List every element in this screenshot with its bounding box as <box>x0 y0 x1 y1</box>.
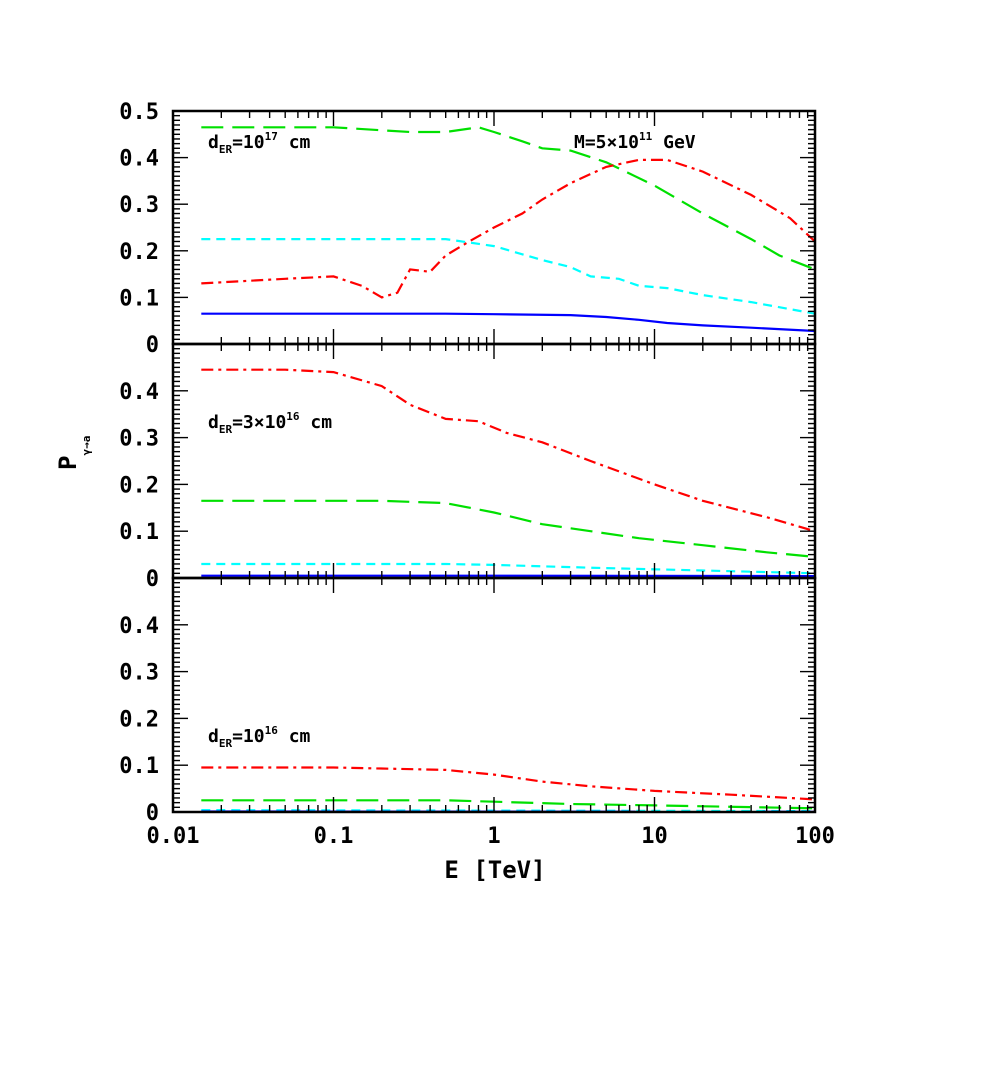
x-tick-label: 0.01 <box>147 824 200 849</box>
panel-1-y-tick-label: 0.4 <box>119 147 159 172</box>
panel-3-y-tick-label: 0.4 <box>119 614 159 639</box>
panel-1-y-tick-label: 0.1 <box>119 286 159 311</box>
mass-annotation: M=5×1011 GeV <box>574 130 696 153</box>
panel-1-annotation: dER=1017 cm <box>208 130 311 156</box>
panel-2-annotation: dER=3×1016 cm <box>208 410 332 436</box>
panel-2-y-tick-label: 0.3 <box>119 427 159 452</box>
panel-3-y-tick-label: 0.1 <box>119 754 159 779</box>
panel-2-series-3-line <box>201 562 816 575</box>
panel-1-series-4-line <box>201 312 816 333</box>
panel-3-series-1-line <box>201 766 816 801</box>
panel-3-series-2-line <box>201 799 816 810</box>
panel-1-y-tick-label: 0 <box>146 333 159 358</box>
panel-1-series-1-line <box>201 126 816 271</box>
x-tick-label: 100 <box>795 824 835 849</box>
panel-1-series-2-line <box>201 158 816 299</box>
panel-1-y-tick-label: 0.2 <box>119 240 159 265</box>
panel-2-y-tick-label: 0 <box>146 567 159 592</box>
panel-2-y-tick-label: 0.2 <box>119 473 159 498</box>
plot-layer <box>201 126 816 813</box>
panel-3-frame <box>171 576 817 814</box>
panel-1-series-3-line <box>201 238 816 315</box>
svg-text:Pγ→a: Pγ→a <box>54 436 93 470</box>
panel-2-y-tick-label: 0.4 <box>119 380 159 405</box>
panel-1-y-tick-label: 0.5 <box>119 100 159 125</box>
x-tick-label: 1 <box>487 824 500 849</box>
x-tick-label: 0.1 <box>314 824 354 849</box>
y-axis-title: Pγ→a <box>54 436 93 470</box>
x-axis-title: E [TeV] <box>444 856 545 884</box>
panel-2-series-1-line <box>201 368 816 533</box>
panel-3-y-tick-label: 0.3 <box>119 661 159 686</box>
axes-layer: 0.5 0.4 0.3 0.2 0.1 0 0.4 0.3 0.2 0.1 0 0.4 0.3 0.2 0.… <box>119 100 835 849</box>
panel-3-y-tick-label: 0.2 <box>119 707 159 732</box>
panel-2-frame <box>171 342 817 580</box>
panel-1-y-tick-label: 0.3 <box>119 193 159 218</box>
x-tick-label: 10 <box>641 824 668 849</box>
panel-2-series-2-line <box>201 499 816 558</box>
panel-3-annotation: dER=1016 cm <box>208 724 311 750</box>
panel-2-y-tick-label: 0.1 <box>119 520 159 545</box>
panel-3-y-tick-label: 0 <box>146 801 159 826</box>
